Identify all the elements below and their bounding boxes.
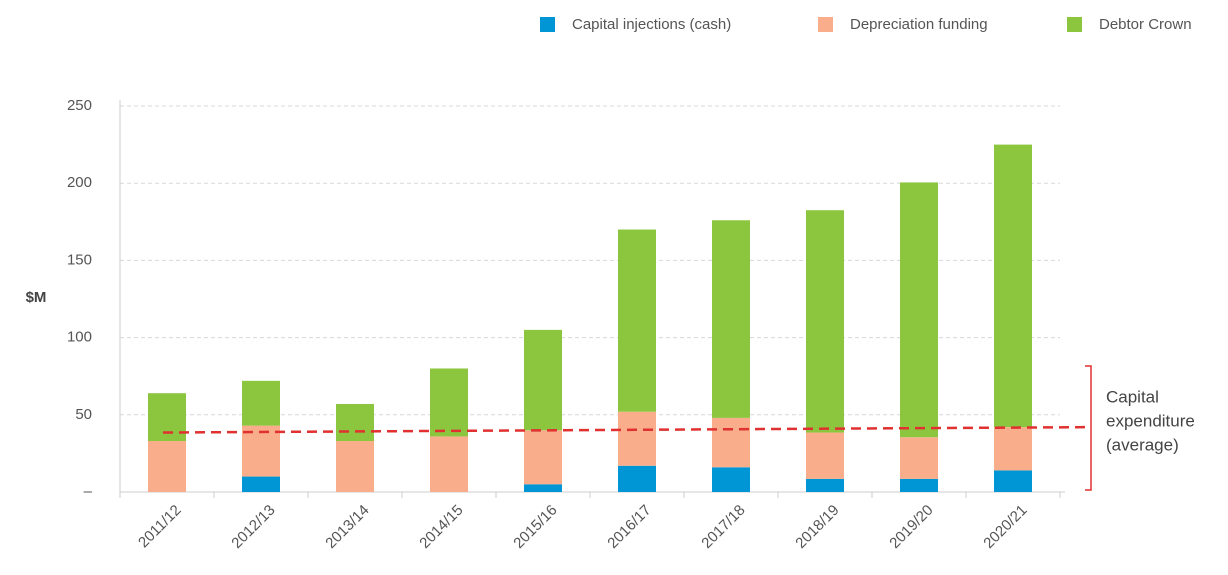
bar-segment: [336, 403, 374, 442]
legend-swatch: [540, 17, 555, 32]
bar-segment: [430, 368, 468, 437]
legend-swatch: [818, 17, 833, 32]
bar-segment: [524, 329, 562, 431]
y-tick-label: 100: [67, 329, 92, 346]
bar-segment: [900, 182, 938, 438]
x-tick-label: 2013/14: [322, 502, 372, 552]
y-axis-label: $M: [26, 289, 47, 306]
x-tick-label: 2017/18: [698, 502, 748, 552]
x-tick-label: 2018/19: [792, 502, 842, 552]
annotation: (average): [1106, 435, 1179, 454]
x-tick-label: 2012/13: [228, 502, 278, 552]
annotation: Capital: [1106, 387, 1159, 406]
legend-label: Capital injections (cash): [572, 16, 731, 33]
bar-segment: [242, 380, 280, 426]
x-tick-label: 2015/16: [510, 502, 560, 552]
bar-segment: [242, 476, 280, 492]
y-tick-label: 150: [67, 251, 92, 268]
x-tick-label: 2014/15: [416, 502, 466, 552]
bar-segment: [806, 432, 844, 479]
bar-segment: [712, 220, 750, 418]
bar-segment: [148, 393, 186, 442]
x-tick-label: 2016/17: [604, 502, 654, 552]
bar-segment: [618, 465, 656, 492]
bar-segment: [524, 430, 562, 485]
x-tick-label: 2019/20: [886, 502, 936, 552]
legend-label: Debtor Crown: [1099, 16, 1192, 33]
bar-segment: [336, 441, 374, 492]
legend-label: Depreciation funding: [850, 16, 988, 33]
x-tick-label: 2020/21: [980, 502, 1030, 552]
bar-segment: [900, 437, 938, 479]
bar-segment: [806, 210, 844, 433]
y-tick-label: 250: [67, 97, 92, 114]
bar-segment: [618, 229, 656, 412]
y-tick-label: –: [84, 483, 93, 500]
bar-segment: [806, 478, 844, 492]
y-tick-label: 200: [67, 174, 92, 191]
bar-segment: [242, 425, 280, 477]
bar-segment: [900, 478, 938, 492]
x-tick-label: 2011/12: [135, 502, 185, 552]
legend-swatch: [1067, 17, 1082, 32]
bar-segment: [994, 144, 1032, 428]
bracket: [1085, 365, 1092, 491]
bar-segment: [524, 484, 562, 492]
average-line: [162, 425, 1089, 434]
bar-segment: [994, 427, 1032, 471]
y-tick-label: 50: [75, 406, 92, 423]
bar-segment: [618, 411, 656, 466]
bar-segment: [430, 436, 468, 492]
bar-segment: [994, 470, 1032, 492]
bar-segment: [712, 417, 750, 468]
bar-segment: [148, 441, 186, 492]
bar-segment: [712, 467, 750, 492]
annotation: expenditure: [1106, 411, 1195, 430]
